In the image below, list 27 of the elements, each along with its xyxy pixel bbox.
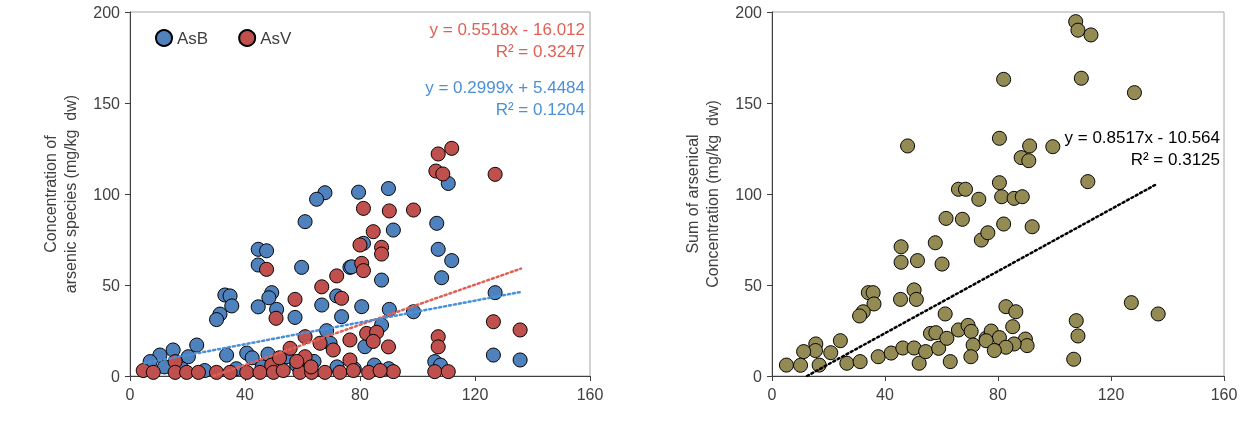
y-tick-label: 200: [93, 3, 121, 21]
x-tick-label: 160: [1210, 385, 1238, 403]
y-tick-label: 100: [93, 185, 121, 203]
x-tick-label: 80: [989, 385, 1007, 403]
x-tick-label: 160: [576, 385, 604, 403]
y-axis-title: Concentration of arsenic species (mg/kg dw): [41, 94, 79, 294]
y-tick-label: 50: [102, 276, 121, 294]
x-tick-label: 40: [876, 385, 894, 403]
x-tick-label: 80: [351, 385, 369, 403]
y-tick-label: 150: [93, 94, 121, 112]
x-tick-label: 40: [236, 385, 254, 403]
y-tick-label: 100: [735, 185, 763, 203]
y-axis-title: Sum of arsenical Concentration (mg/kg dw): [683, 100, 721, 288]
annotation: y = 0.2999x + 5.4484 R² = 0.1204: [425, 77, 585, 119]
legend-label: AsB: [177, 28, 209, 48]
y-tick-label: 50: [744, 276, 763, 294]
annotation: y = 0.8517x - 10.564 R² = 0.3125: [1064, 127, 1220, 169]
y-tick-label: 0: [753, 367, 763, 385]
x-tick-label: 0: [767, 385, 777, 403]
x-tick-label: 120: [1097, 385, 1125, 403]
y-tick-label: 0: [111, 367, 121, 385]
y-tick-label: 200: [735, 3, 763, 21]
x-tick-label: 120: [461, 385, 489, 403]
legend-label: AsV: [260, 28, 293, 48]
x-tick-label: 0: [125, 385, 135, 403]
y-tick-label: 150: [735, 94, 763, 112]
annotation: y = 0.5518x - 16.012 R² = 0.3247: [429, 19, 585, 61]
